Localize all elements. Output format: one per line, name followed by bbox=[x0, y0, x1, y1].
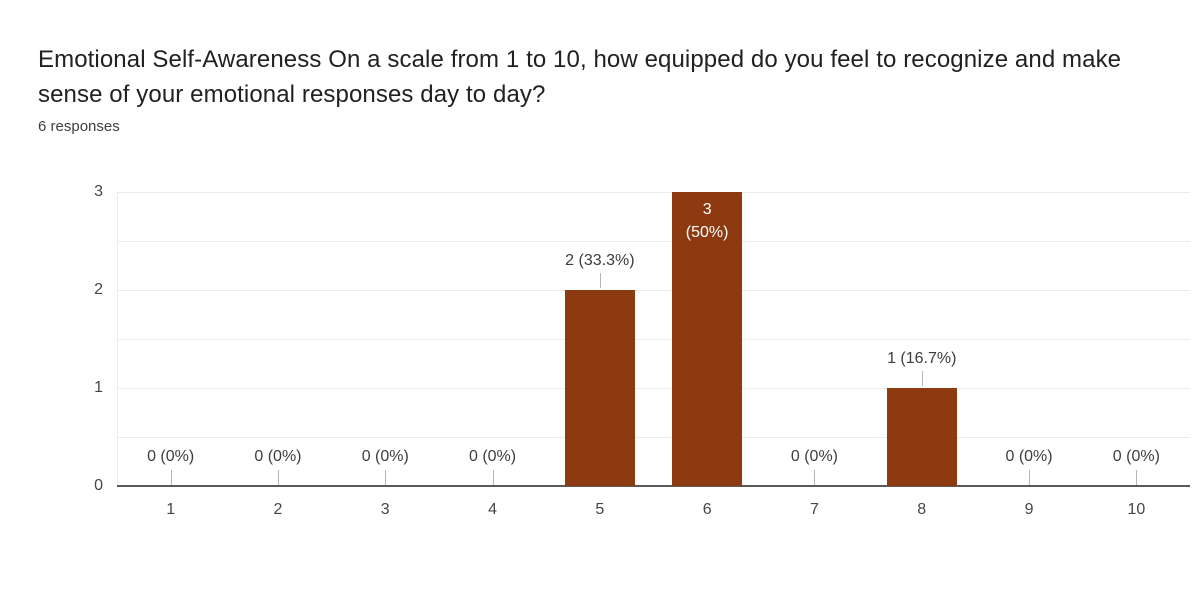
label-whisker-9 bbox=[1029, 470, 1031, 485]
x-tick-label-8: 8 bbox=[917, 501, 927, 518]
gridline bbox=[117, 240, 1190, 242]
x-tick-label-2: 2 bbox=[273, 501, 283, 518]
inside-label-line: 3 bbox=[702, 201, 712, 218]
chart-title: Emotional Self-Awareness On a scale from… bbox=[38, 46, 1122, 108]
inside-label-line: (50%) bbox=[685, 224, 729, 241]
bar-value-label-10: 0 (0%) bbox=[1112, 448, 1160, 465]
label-whisker-8 bbox=[921, 371, 923, 386]
label-whisker-5 bbox=[599, 273, 601, 288]
gridline bbox=[117, 338, 1190, 340]
bar-value-label-3: 0 (0%) bbox=[361, 448, 409, 465]
gridline bbox=[117, 387, 1190, 389]
y-tick-label-3: 3 bbox=[94, 183, 103, 200]
bar-6[interactable] bbox=[672, 192, 743, 486]
bar-value-label-8: 1 (16.7%) bbox=[887, 350, 957, 367]
label-whisker-7 bbox=[814, 470, 816, 485]
x-tick-label-7: 7 bbox=[809, 501, 819, 518]
plot-left-border bbox=[117, 192, 118, 486]
gridline bbox=[117, 436, 1190, 438]
gridline bbox=[117, 191, 1190, 193]
x-axis-line bbox=[117, 485, 1190, 487]
x-tick-label-3: 3 bbox=[380, 501, 390, 518]
x-tick-label-4: 4 bbox=[488, 501, 497, 518]
x-tick-label-5: 5 bbox=[595, 501, 605, 518]
bar-5[interactable] bbox=[564, 290, 635, 486]
y-tick-label-1: 1 bbox=[94, 379, 103, 396]
bar-value-label-7: 0 (0%) bbox=[790, 448, 838, 465]
bar-value-label-9: 0 (0%) bbox=[1005, 448, 1053, 465]
bar-8[interactable] bbox=[886, 388, 957, 486]
y-tick-label-2: 2 bbox=[94, 281, 103, 298]
bar-value-label-6: 3 (50%) bbox=[672, 198, 742, 244]
response-count: 6 responses bbox=[38, 118, 120, 135]
label-whisker-4 bbox=[492, 470, 494, 485]
x-tick-label-6: 6 bbox=[702, 501, 712, 518]
bar-value-label-5: 2 (33.3%) bbox=[565, 252, 635, 269]
x-tick-label-10: 10 bbox=[1127, 501, 1146, 518]
y-tick-label-0: 0 bbox=[94, 477, 103, 494]
x-tick-label-1: 1 bbox=[166, 501, 176, 518]
x-tick-label-9: 9 bbox=[1024, 501, 1034, 518]
label-whisker-2 bbox=[277, 470, 279, 485]
bar-value-label-2: 0 (0%) bbox=[254, 448, 302, 465]
label-whisker-1 bbox=[170, 470, 172, 485]
label-whisker-10 bbox=[1136, 470, 1138, 485]
bar-value-label-1: 0 (0%) bbox=[147, 448, 195, 465]
gridline bbox=[117, 289, 1190, 291]
label-whisker-3 bbox=[385, 470, 387, 485]
bar-value-label-4: 0 (0%) bbox=[468, 448, 517, 465]
